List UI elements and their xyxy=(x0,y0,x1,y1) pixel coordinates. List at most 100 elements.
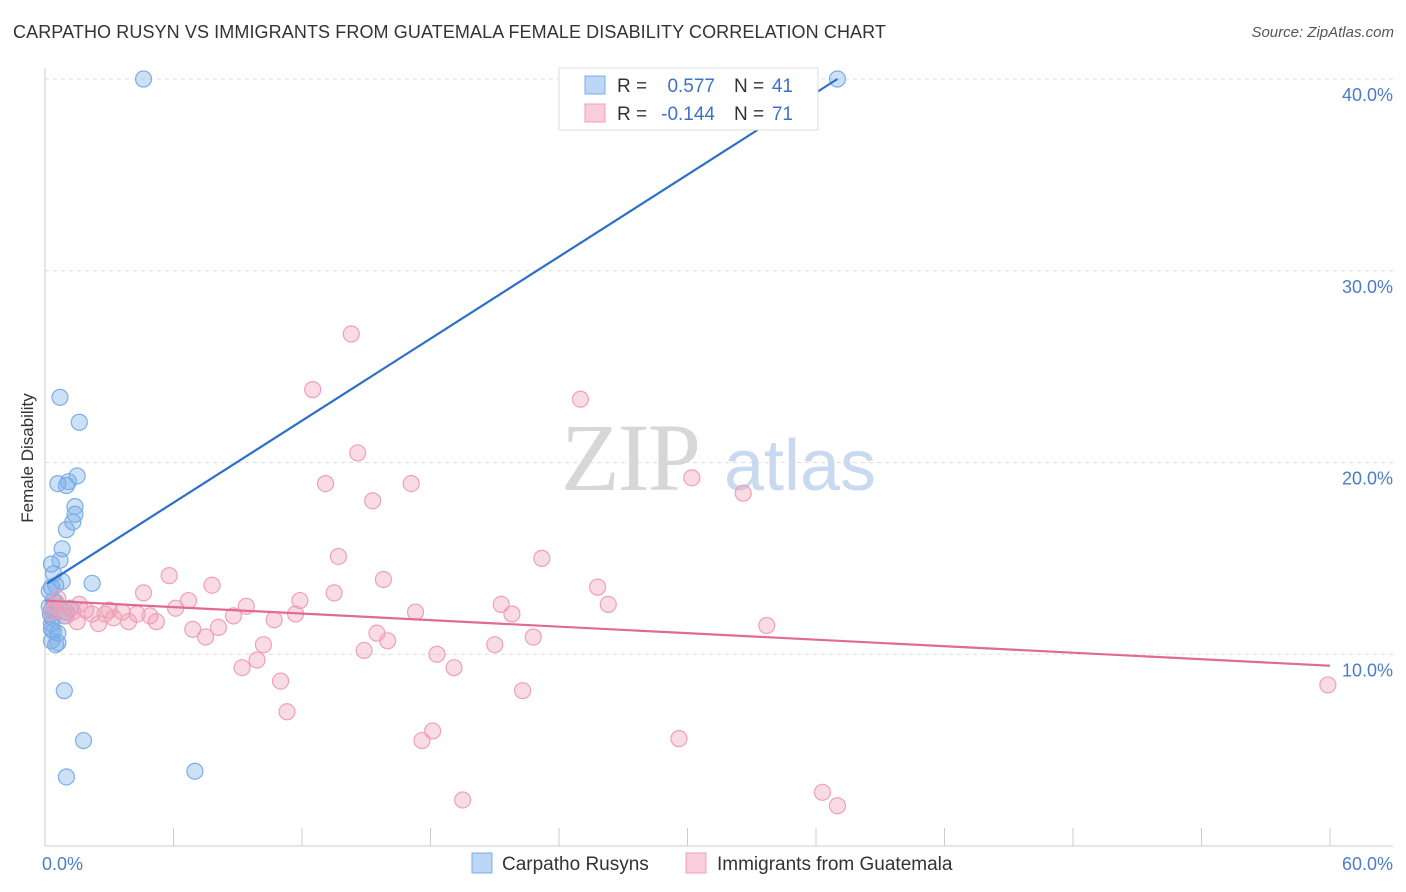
bottom-legend-label-guatemala: Immigrants from Guatemala xyxy=(717,854,953,875)
point-guatemala xyxy=(224,607,243,625)
point-guatemala xyxy=(291,591,309,610)
point-guatemala xyxy=(813,783,832,801)
point-guatemala xyxy=(588,578,607,596)
legend-n-value-1: 41 xyxy=(772,76,793,97)
point-guatemala xyxy=(513,682,532,700)
watermark-zip: ZIP xyxy=(561,404,699,511)
source-label: Source: ZipAtlas.com xyxy=(1251,24,1394,41)
point-guatemala xyxy=(670,730,688,748)
point-guatemala xyxy=(70,595,88,613)
point-guatemala xyxy=(524,628,542,646)
x-tick-label-max: 60.0% xyxy=(1342,854,1393,874)
legend-r-label-1: R = xyxy=(617,76,647,97)
bottom-legend-swatch-guatemala xyxy=(685,852,707,874)
point-carpatho-rusyns xyxy=(68,467,86,485)
legend-swatch-rusyns xyxy=(584,75,606,95)
point-guatemala xyxy=(571,390,590,408)
point-guatemala xyxy=(184,620,202,638)
point-guatemala xyxy=(203,576,221,594)
point-carpatho-rusyns xyxy=(74,731,93,750)
point-guatemala xyxy=(492,595,510,613)
watermark-atlas: atlas xyxy=(724,426,876,506)
point-guatemala xyxy=(134,584,153,602)
y-tick-label: 10.0% xyxy=(1342,660,1393,680)
point-guatemala xyxy=(355,641,373,660)
point-carpatho-rusyns xyxy=(70,413,88,431)
point-carpatho-rusyns xyxy=(55,682,73,700)
point-guatemala xyxy=(1319,676,1337,694)
point-guatemala xyxy=(271,672,290,690)
trend-lines xyxy=(44,78,1331,667)
legend-n-value-2: 71 xyxy=(772,104,793,125)
data-points xyxy=(40,70,1337,815)
bottom-legend-label-rusyns: Carpatho Rusyns xyxy=(502,854,649,875)
point-guatemala xyxy=(197,628,215,646)
point-guatemala xyxy=(379,632,397,650)
point-carpatho-rusyns xyxy=(59,473,78,491)
point-guatemala xyxy=(233,659,251,677)
point-guatemala xyxy=(89,614,108,633)
legend-r-label-2: R = xyxy=(617,104,647,125)
point-carpatho-rusyns xyxy=(57,768,76,786)
trendline-guatemala xyxy=(44,599,1331,667)
point-guatemala xyxy=(828,797,847,815)
legend-r-value-1: 0.577 xyxy=(667,76,715,97)
point-guatemala xyxy=(683,469,701,487)
point-guatemala xyxy=(179,591,198,610)
point-carpatho-rusyns xyxy=(49,634,67,652)
point-guatemala xyxy=(325,584,343,602)
point-guatemala xyxy=(758,616,776,635)
point-guatemala xyxy=(68,613,86,631)
point-guatemala xyxy=(454,791,472,809)
point-guatemala xyxy=(49,590,67,608)
point-carpatho-rusyns xyxy=(134,70,153,88)
point-guatemala xyxy=(413,731,431,750)
point-guatemala xyxy=(248,651,266,669)
point-guatemala xyxy=(83,605,101,623)
gridlines xyxy=(45,78,1393,655)
point-carpatho-rusyns xyxy=(186,762,204,780)
legend-r-value-2: -0.144 xyxy=(661,104,715,125)
point-guatemala xyxy=(141,607,159,625)
point-guatemala xyxy=(100,601,118,619)
point-guatemala xyxy=(329,547,348,566)
bottom-legend-swatch-rusyns xyxy=(471,852,493,874)
legend: R = 0.577 N = 41 R = -0.144 N = 71 xyxy=(558,67,819,131)
point-guatemala xyxy=(304,381,322,399)
point-guatemala xyxy=(160,567,178,585)
trendline-carpatho-rusyns xyxy=(46,78,839,585)
chart-title: CARPATHO RUSYN VS IMMIGRANTS FROM GUATEM… xyxy=(13,22,887,42)
point-guatemala xyxy=(342,325,360,343)
point-guatemala xyxy=(147,613,165,631)
watermark: ZIP atlas xyxy=(561,404,876,511)
y-tick-label: 30.0% xyxy=(1342,277,1393,297)
point-guatemala xyxy=(209,618,228,637)
point-guatemala xyxy=(316,474,335,493)
legend-n-label-1: N = xyxy=(734,76,764,97)
point-guatemala xyxy=(402,474,420,493)
y-tick-label: 40.0% xyxy=(1342,85,1393,105)
point-guatemala xyxy=(486,636,504,654)
axes xyxy=(44,68,1393,847)
point-guatemala xyxy=(599,595,617,613)
point-guatemala xyxy=(445,659,463,677)
point-guatemala xyxy=(349,444,367,462)
point-carpatho-rusyns xyxy=(51,388,69,406)
point-carpatho-rusyns xyxy=(83,574,101,592)
point-guatemala xyxy=(374,570,392,589)
legend-n-label-2: N = xyxy=(734,104,764,125)
point-carpatho-rusyns xyxy=(66,498,84,516)
point-guatemala xyxy=(533,549,551,567)
point-guatemala xyxy=(503,605,521,623)
point-guatemala xyxy=(424,722,442,740)
point-guatemala xyxy=(428,645,446,663)
tick-labels: 10.0% 20.0% 30.0% 40.0% 0.0% 60.0% xyxy=(42,85,1393,874)
point-guatemala xyxy=(406,603,425,621)
point-carpatho-rusyns xyxy=(42,555,61,573)
point-guatemala xyxy=(265,611,283,629)
point-guatemala xyxy=(734,484,752,502)
legend-swatch-guatemala xyxy=(584,103,606,123)
point-guatemala xyxy=(278,703,296,721)
x-tick-label-min: 0.0% xyxy=(42,854,83,874)
